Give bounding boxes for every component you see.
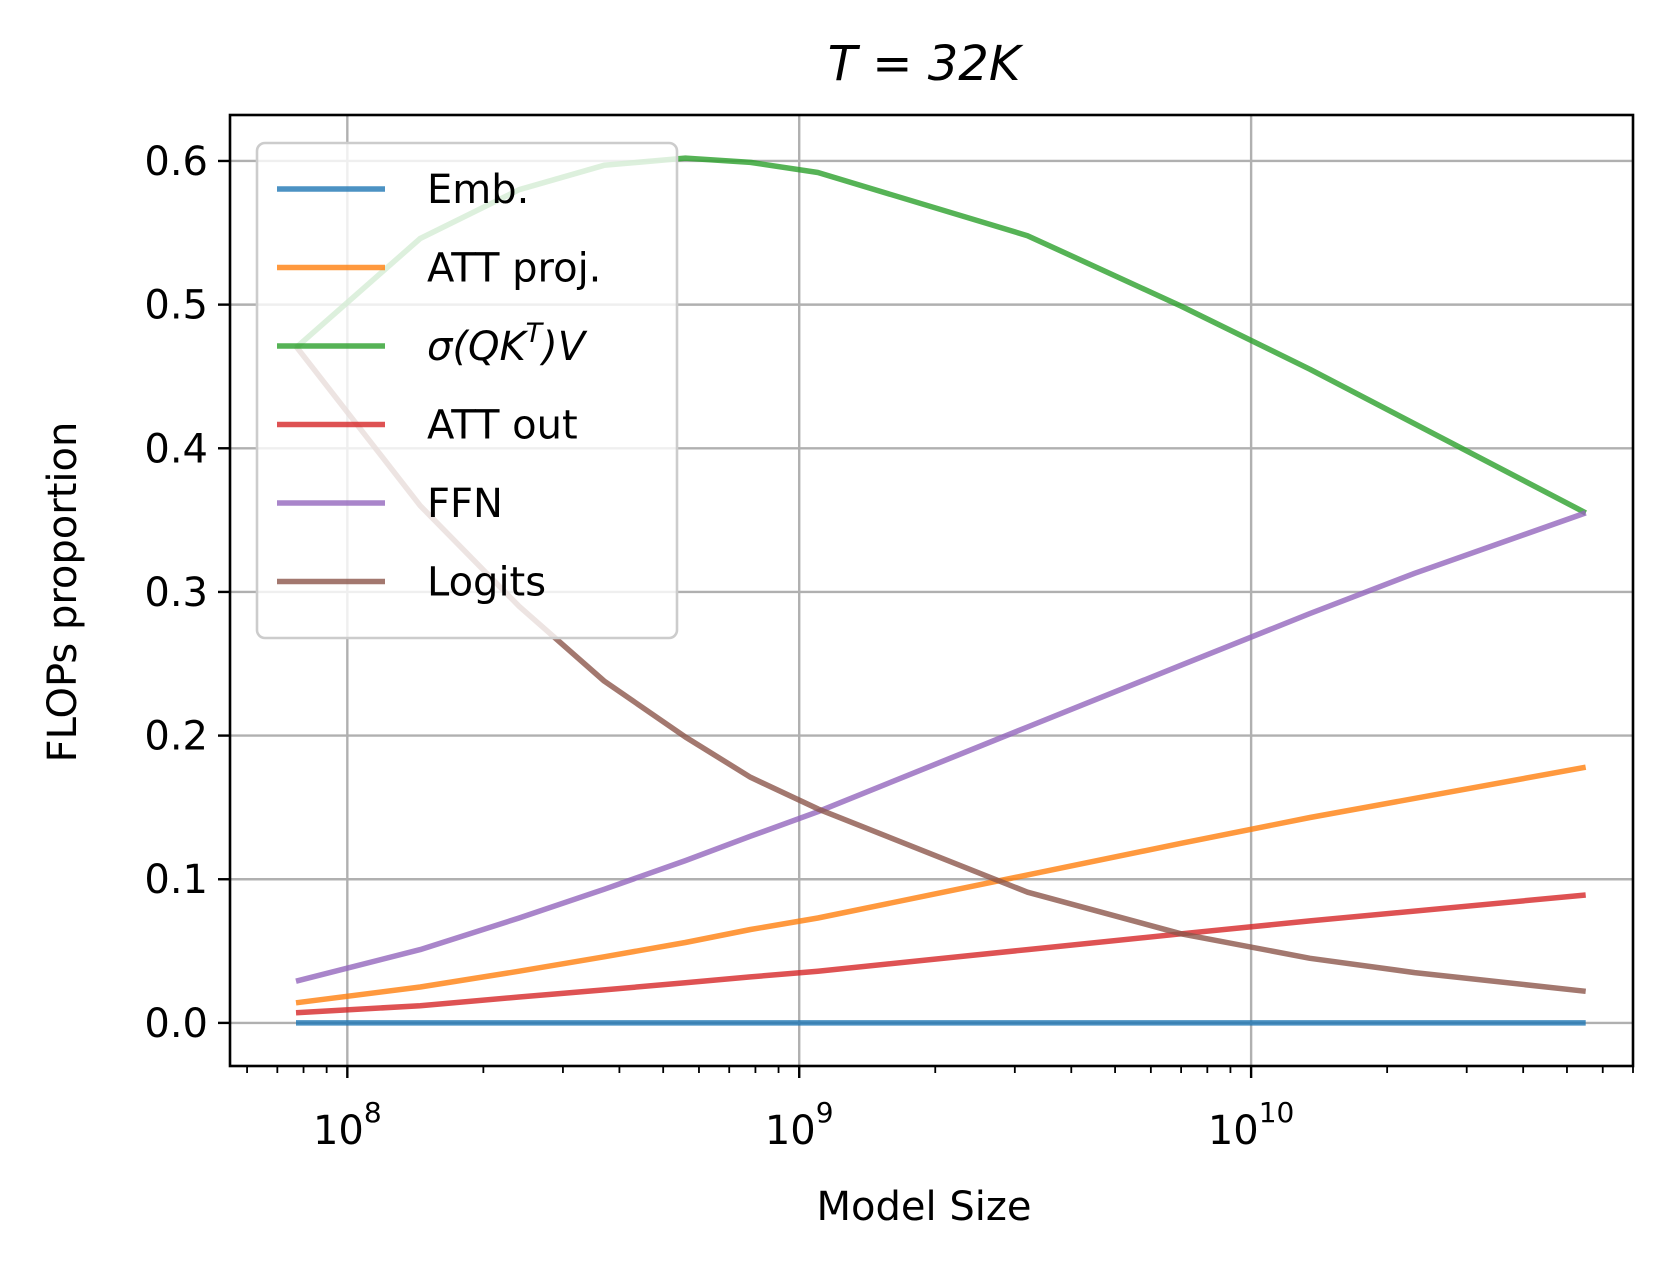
x-axis-label: Model Size xyxy=(817,1184,1032,1230)
axes: 0.0 0.1 0.2 0.3 0.4 0.5 0.6 108 109 1010 xyxy=(144,113,1635,1154)
x-tick-label: 108 xyxy=(313,1096,382,1154)
series-line-att-out xyxy=(295,892,1586,1016)
plot-frame xyxy=(228,113,1635,1068)
y-tick-label: 0.4 xyxy=(144,426,208,472)
x-tick-label: 1010 xyxy=(1208,1096,1295,1154)
legend-label: ATT proj. xyxy=(427,246,601,292)
legend-label: Logits xyxy=(427,560,546,606)
series-line-att-proj xyxy=(295,764,1587,1006)
legend-label: σ(QKT)V xyxy=(427,318,588,370)
legend-label: FFN xyxy=(427,481,503,527)
y-tick-label: 0.1 xyxy=(144,857,208,903)
y-axis-label: FLOPs proportion xyxy=(40,422,86,763)
series-lines xyxy=(293,155,1587,1026)
x-tick-label: 109 xyxy=(765,1096,834,1154)
y-tick-label: 0.6 xyxy=(144,139,208,185)
chart-title: T = 32K xyxy=(828,36,1024,92)
legend-label: ATT out xyxy=(427,403,578,449)
legend-label: Emb. xyxy=(427,167,529,213)
y-tick-label: 0.0 xyxy=(144,1001,208,1047)
y-tick-label: 0.5 xyxy=(144,283,208,329)
legend: Emb. ATT proj. σ(QKT)V ATT out FFN Logits xyxy=(255,141,679,640)
y-tick-label: 0.2 xyxy=(144,714,208,760)
series-line-ffn xyxy=(295,510,1587,984)
y-tick-label: 0.3 xyxy=(144,570,208,616)
